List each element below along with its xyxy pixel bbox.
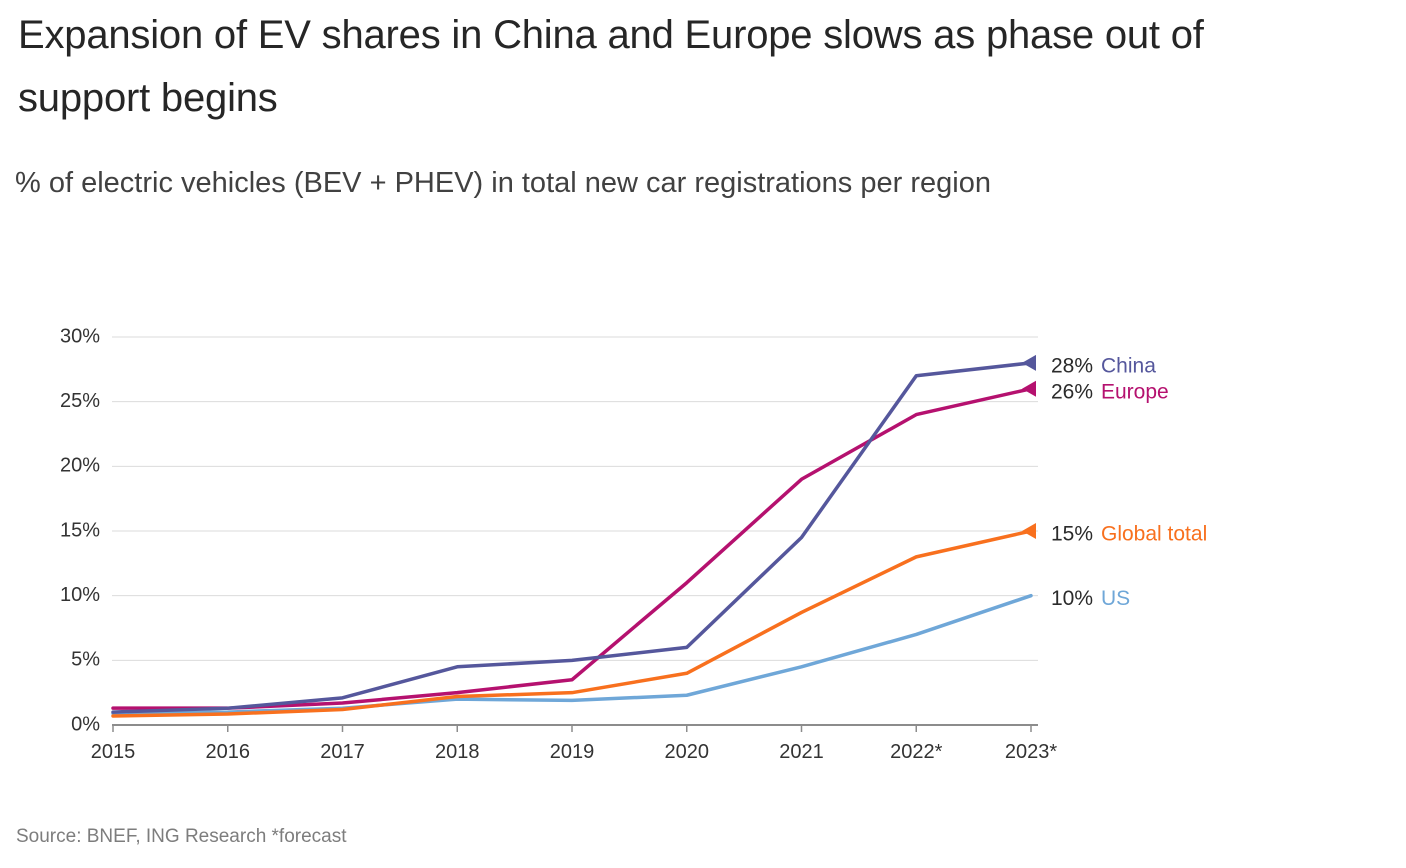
y-tick-label: 0% [71, 713, 100, 735]
y-tick-label: 25% [60, 390, 100, 412]
end-label-name-china: China [1101, 354, 1156, 377]
x-tick-label: 2020 [665, 741, 710, 763]
series-line-us [111, 593, 1033, 716]
series-marker-europe [1022, 380, 1036, 397]
end-label-name-us: US [1101, 587, 1130, 610]
line-chart: 0% 5% 10% 15% 20% 25% 30% 2015 2016 2017 2018 2019… [0, 300, 1406, 770]
x-tick-label: 2022* [890, 741, 942, 763]
series-layer [111, 354, 1036, 718]
y-tick-label: 20% [60, 455, 100, 477]
series-marker-china [1022, 354, 1036, 371]
axis-layer: 2015 2016 2017 2018 2019 2020 2021 2022* 2023* [91, 724, 1057, 763]
y-tick-label: 15% [60, 519, 100, 541]
end-label-value-europe: 26% [1051, 380, 1093, 403]
end-label-name-global-total: Global total [1101, 523, 1207, 546]
x-tick-label: 2015 [91, 741, 136, 763]
end-label-name-europe: Europe [1101, 380, 1169, 403]
end-label-value-global-total: 15% [1051, 523, 1093, 546]
end-label-value-china: 28% [1051, 354, 1093, 377]
series-marker-global-total [1022, 523, 1036, 540]
x-tick-label: 2016 [206, 741, 251, 763]
source-note: Source: BNEF, ING Research *forecast [16, 826, 347, 847]
x-tick-label: 2023* [1005, 741, 1057, 763]
x-tick-label: 2018 [435, 741, 480, 763]
end-label-value-us: 10% [1051, 587, 1093, 610]
series-line-global-total [111, 529, 1033, 718]
x-tick-label: 2021 [779, 741, 824, 763]
series-line-china [111, 361, 1033, 714]
page-title: Expansion of EV shares in China and Euro… [18, 13, 1204, 120]
x-tick-label: 2017 [320, 741, 365, 763]
end-labels-layer: 28% China 26% Europe 15% Global total 10% US [1051, 354, 1207, 610]
y-tick-label: 30% [60, 325, 100, 347]
chart-svg: 0% 5% 10% 15% 20% 25% 30% 2015 2016 2017 2018 2019… [60, 325, 1207, 763]
gridlines-layer: 0% 5% 10% 15% 20% 25% 30% [60, 325, 1038, 735]
y-tick-label: 10% [60, 584, 100, 606]
x-tick-label: 2019 [550, 741, 595, 763]
chart-subtitle: % of electric vehicles (BEV + PHEV) in t… [15, 167, 991, 199]
y-tick-label: 5% [71, 649, 100, 671]
